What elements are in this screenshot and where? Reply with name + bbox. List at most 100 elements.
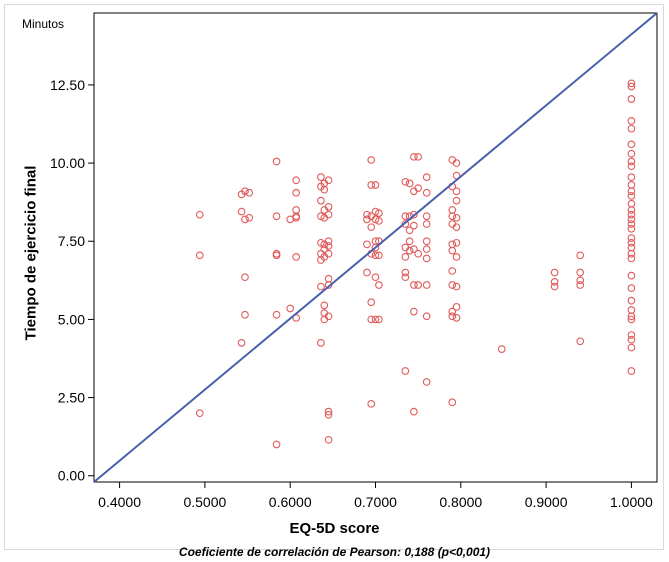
data-point	[363, 268, 371, 277]
data-point	[367, 181, 376, 189]
data-point	[627, 254, 636, 263]
data-point	[272, 440, 281, 449]
data-point	[375, 209, 383, 217]
data-point	[452, 196, 461, 205]
data-point	[292, 188, 301, 197]
data-point	[317, 173, 325, 181]
data-point	[272, 251, 281, 260]
data-point	[627, 271, 636, 280]
data-point	[405, 246, 414, 255]
x-tick-label: 0.7000	[354, 494, 397, 510]
data-point	[627, 331, 636, 339]
data-point	[627, 284, 636, 292]
data-point	[452, 159, 461, 167]
data-point	[422, 173, 431, 181]
data-point	[422, 212, 431, 221]
data-point	[627, 220, 636, 228]
data-point	[452, 314, 461, 322]
reference-line	[93, 12, 658, 483]
data-point	[317, 196, 325, 205]
data-point	[363, 210, 371, 219]
data-point	[324, 210, 333, 219]
data-point	[195, 409, 204, 418]
data-point	[627, 367, 636, 375]
data-point	[627, 181, 636, 189]
data-point	[292, 213, 301, 222]
data-point	[422, 245, 431, 253]
data-point	[627, 238, 636, 247]
data-point	[448, 246, 457, 255]
data-point	[237, 339, 246, 347]
data-point	[237, 207, 246, 216]
data-point	[324, 407, 333, 416]
data-point	[401, 212, 410, 221]
data-point	[375, 315, 383, 324]
x-axis-title: EQ-5D score	[289, 520, 380, 537]
data-point	[292, 176, 301, 185]
data-point	[448, 398, 457, 407]
data-point	[245, 188, 254, 197]
data-point	[627, 173, 636, 181]
data-point	[410, 210, 418, 219]
data-point	[375, 217, 383, 225]
x-tick-label: 0.4000	[98, 494, 141, 510]
data-point	[245, 213, 254, 222]
data-point	[320, 185, 329, 194]
x-tick-label: 1.0000	[610, 494, 653, 510]
data-point	[324, 203, 333, 211]
data-point	[627, 157, 636, 166]
data-point	[627, 192, 636, 200]
data-point	[448, 206, 457, 214]
data-point	[497, 345, 506, 353]
data-point	[550, 268, 559, 277]
data-point	[627, 306, 636, 314]
data-point	[414, 184, 423, 192]
y-tick-label: 2.50	[58, 390, 85, 406]
data-point	[324, 435, 333, 444]
data-point	[422, 312, 431, 321]
x-tick-label: 0.9000	[525, 494, 568, 510]
data-point	[401, 220, 410, 228]
data-point	[627, 199, 636, 208]
data-point	[627, 187, 636, 196]
x-tick-label: 0.5000	[183, 494, 226, 510]
data-point	[405, 237, 414, 246]
data-point	[627, 224, 636, 233]
data-point	[410, 307, 418, 316]
data-point	[367, 223, 376, 232]
data-point	[448, 312, 457, 321]
data-point	[627, 140, 636, 149]
data-point	[410, 281, 418, 289]
data-point	[627, 296, 636, 305]
data-point	[401, 177, 410, 186]
data-point	[627, 243, 636, 252]
data-point	[371, 181, 380, 189]
y-tick-label: 12.50	[50, 77, 85, 93]
data-point	[272, 157, 281, 166]
x-tick-label: 0.6000	[269, 494, 312, 510]
data-point	[448, 267, 457, 275]
data-point	[576, 268, 585, 277]
data-point	[422, 220, 431, 228]
data-point	[195, 251, 204, 260]
data-point	[272, 310, 281, 319]
data-point	[576, 281, 585, 289]
data-point	[627, 335, 636, 344]
data-point	[375, 281, 383, 289]
data-point	[422, 281, 431, 289]
y-unit-label: Minutos	[22, 17, 65, 31]
data-point	[317, 282, 325, 291]
data-point	[367, 156, 376, 164]
data-point	[371, 251, 380, 260]
data-point	[448, 212, 457, 221]
data-point	[241, 187, 249, 196]
data-point	[324, 410, 333, 419]
data-point	[324, 312, 333, 321]
data-point	[627, 82, 636, 91]
data-point	[627, 149, 636, 158]
data-point	[422, 378, 431, 386]
data-point	[286, 304, 295, 313]
data-point	[324, 249, 333, 258]
chart-subtitle: Coeficiente de correlación de Pearson: 0…	[178, 545, 491, 559]
